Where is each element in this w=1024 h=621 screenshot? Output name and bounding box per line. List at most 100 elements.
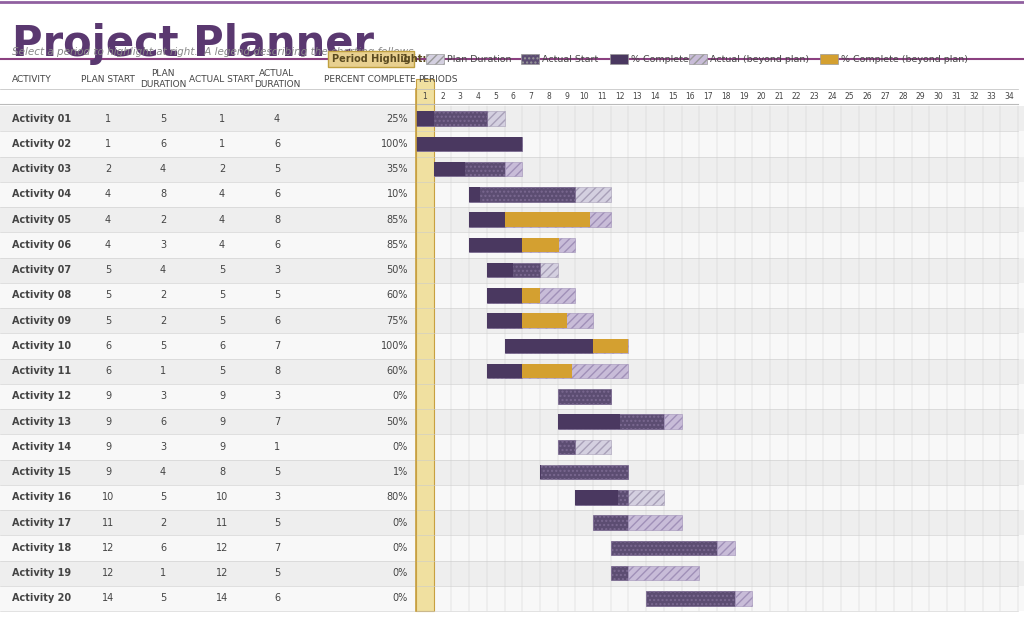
Text: 3: 3 bbox=[160, 240, 166, 250]
Text: 21: 21 bbox=[774, 92, 783, 101]
Text: 14: 14 bbox=[101, 594, 114, 604]
Text: 8: 8 bbox=[219, 467, 225, 477]
Bar bbox=[522, 238, 559, 252]
Bar bbox=[416, 137, 522, 151]
Text: 5: 5 bbox=[104, 265, 112, 275]
Bar bbox=[0, 535, 1024, 561]
Text: 9: 9 bbox=[104, 391, 111, 401]
Text: Activity 09: Activity 09 bbox=[12, 315, 71, 325]
Bar bbox=[0, 409, 1024, 434]
Text: 24: 24 bbox=[827, 92, 837, 101]
Bar bbox=[486, 314, 522, 328]
Text: 26: 26 bbox=[862, 92, 872, 101]
Bar bbox=[486, 263, 558, 278]
Text: 2: 2 bbox=[104, 164, 112, 174]
Text: 4: 4 bbox=[219, 240, 225, 250]
Text: 60%: 60% bbox=[387, 366, 408, 376]
Text: 1: 1 bbox=[423, 92, 427, 101]
Bar bbox=[522, 314, 593, 328]
Text: 17: 17 bbox=[703, 92, 713, 101]
Text: Actual Start: Actual Start bbox=[542, 55, 598, 63]
Text: Activity 12: Activity 12 bbox=[12, 391, 71, 401]
Text: 22: 22 bbox=[792, 92, 802, 101]
Text: Activity 15: Activity 15 bbox=[12, 467, 71, 477]
Text: % Complete (beyond plan): % Complete (beyond plan) bbox=[841, 55, 968, 63]
Bar bbox=[575, 490, 629, 505]
Bar bbox=[540, 465, 629, 479]
Text: 4: 4 bbox=[160, 467, 166, 477]
Text: 4: 4 bbox=[274, 114, 280, 124]
Text: 3: 3 bbox=[458, 92, 463, 101]
Text: 12: 12 bbox=[101, 568, 115, 578]
Text: 4: 4 bbox=[475, 92, 480, 101]
Text: 5: 5 bbox=[219, 315, 225, 325]
Text: 1: 1 bbox=[160, 568, 166, 578]
Bar bbox=[505, 338, 593, 353]
Text: 1: 1 bbox=[104, 114, 111, 124]
Bar bbox=[610, 54, 628, 64]
Text: 23: 23 bbox=[810, 92, 819, 101]
Text: Activity 11: Activity 11 bbox=[12, 366, 71, 376]
Text: 2: 2 bbox=[219, 164, 225, 174]
Text: 1: 1 bbox=[219, 114, 225, 124]
Text: 9: 9 bbox=[219, 442, 225, 452]
Bar bbox=[486, 314, 522, 328]
Text: 2: 2 bbox=[160, 315, 166, 325]
Text: PLAN
DURATION: PLAN DURATION bbox=[140, 69, 186, 89]
Bar bbox=[0, 434, 1024, 460]
Bar bbox=[0, 485, 1024, 510]
Bar bbox=[522, 238, 575, 252]
Text: 5: 5 bbox=[160, 492, 166, 502]
Text: 1: 1 bbox=[104, 139, 111, 149]
Bar bbox=[610, 566, 629, 581]
Text: Activity 13: Activity 13 bbox=[12, 417, 71, 427]
Text: 5: 5 bbox=[160, 594, 166, 604]
Text: 8: 8 bbox=[274, 215, 280, 225]
Text: 5: 5 bbox=[273, 467, 281, 477]
Text: Activity 10: Activity 10 bbox=[12, 341, 71, 351]
Bar bbox=[416, 137, 522, 151]
Bar bbox=[0, 283, 1024, 308]
Text: 3: 3 bbox=[274, 492, 280, 502]
Text: 7: 7 bbox=[273, 543, 281, 553]
Text: 20: 20 bbox=[757, 92, 766, 101]
Bar bbox=[0, 156, 1024, 182]
Bar bbox=[0, 207, 1024, 232]
Text: 0%: 0% bbox=[393, 391, 408, 401]
Text: 85%: 85% bbox=[386, 215, 408, 225]
Text: Activity 04: Activity 04 bbox=[12, 189, 71, 199]
Bar bbox=[522, 364, 629, 378]
Text: 6: 6 bbox=[274, 189, 280, 199]
Text: 9: 9 bbox=[564, 92, 569, 101]
Text: Activity 08: Activity 08 bbox=[12, 291, 72, 301]
Text: 3: 3 bbox=[274, 265, 280, 275]
Text: 5: 5 bbox=[160, 114, 166, 124]
Text: ACTIVITY: ACTIVITY bbox=[12, 75, 52, 83]
Text: 27: 27 bbox=[881, 92, 890, 101]
Text: 14: 14 bbox=[216, 594, 228, 604]
Text: 5: 5 bbox=[160, 341, 166, 351]
Text: PERIODS: PERIODS bbox=[418, 75, 458, 83]
Text: 1%: 1% bbox=[393, 467, 408, 477]
Bar bbox=[610, 566, 629, 581]
Text: 1: 1 bbox=[274, 442, 280, 452]
Bar bbox=[646, 591, 734, 605]
Bar bbox=[558, 465, 629, 479]
Text: ACTUAL
DURATION: ACTUAL DURATION bbox=[254, 69, 300, 89]
Bar bbox=[689, 54, 707, 64]
Bar bbox=[0, 106, 1024, 131]
Text: Activity 01: Activity 01 bbox=[12, 114, 71, 124]
Text: 100%: 100% bbox=[381, 341, 408, 351]
Text: 5: 5 bbox=[273, 518, 281, 528]
Bar bbox=[558, 440, 610, 454]
Text: Activity 05: Activity 05 bbox=[12, 215, 71, 225]
Text: 5: 5 bbox=[104, 315, 112, 325]
Text: 12: 12 bbox=[216, 543, 228, 553]
Text: Project Planner: Project Planner bbox=[12, 23, 374, 65]
Text: 5: 5 bbox=[273, 568, 281, 578]
Text: 14: 14 bbox=[650, 92, 659, 101]
Bar bbox=[593, 515, 629, 530]
Text: Activity 17: Activity 17 bbox=[12, 518, 71, 528]
Text: Activity 03: Activity 03 bbox=[12, 164, 71, 174]
Text: 0%: 0% bbox=[393, 442, 408, 452]
